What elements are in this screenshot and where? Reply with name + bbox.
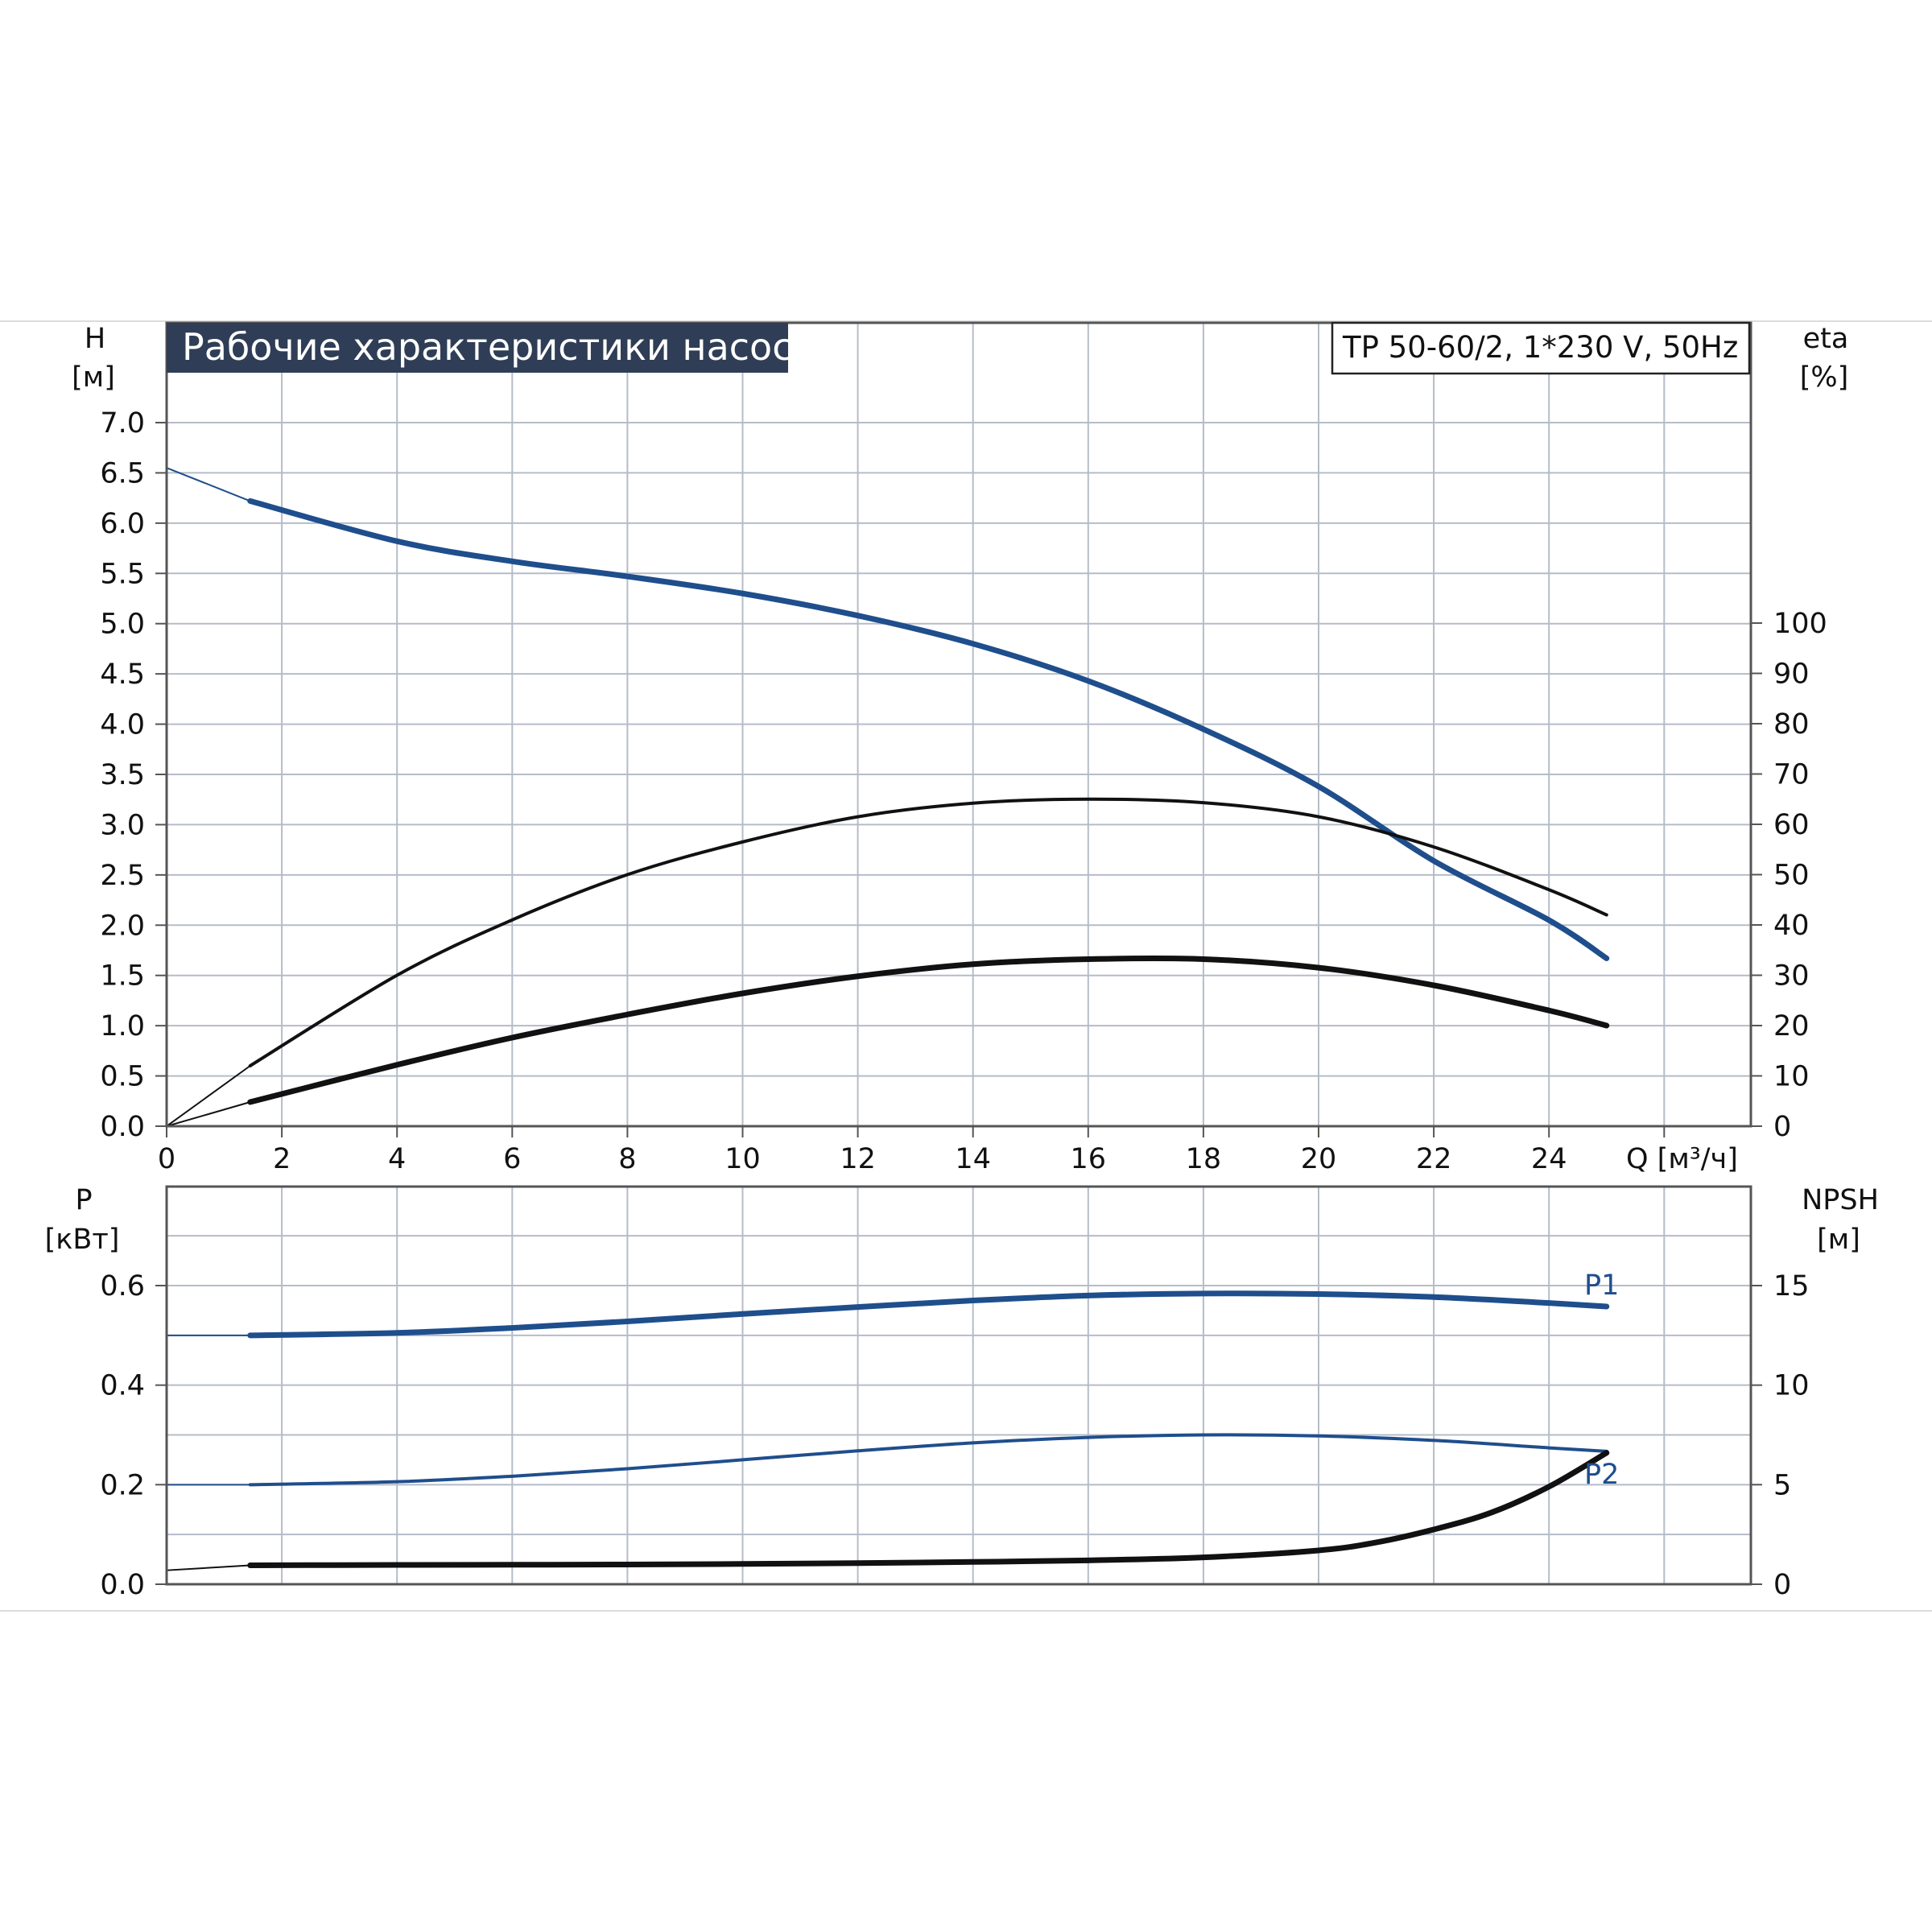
model-label: TP 50-60/2, 1*230 V, 50Hz bbox=[1342, 330, 1738, 365]
h-tick-label: 6.0 bbox=[100, 508, 145, 540]
upper-curve-4 bbox=[166, 1101, 251, 1127]
upper-curve-5 bbox=[247, 955, 1610, 1105]
model-box bbox=[1331, 321, 1751, 375]
q-tick-label: 2 bbox=[273, 1143, 291, 1175]
h-tick-label: 6.5 bbox=[100, 457, 145, 489]
q-tick-label: 14 bbox=[955, 1143, 991, 1175]
h-axis-unit: [м] bbox=[72, 361, 115, 394]
h-tick-label: 0.0 bbox=[100, 1111, 145, 1143]
q-tick-label: 22 bbox=[1416, 1143, 1452, 1175]
npsh-tick-label: 5 bbox=[1773, 1469, 1791, 1501]
h-tick-label: 2.5 bbox=[100, 860, 145, 892]
upper-curve-3 bbox=[248, 797, 1608, 1067]
h-tick-label: 7.0 bbox=[100, 407, 145, 440]
q-tick-label: 24 bbox=[1531, 1143, 1567, 1175]
q-tick-label: 12 bbox=[840, 1143, 876, 1175]
q-tick-label: 0 bbox=[158, 1143, 175, 1175]
h-tick-label: 5.5 bbox=[100, 558, 145, 590]
p-axis-ticks: 0.0 0.2 0.4 0.6 bbox=[100, 1270, 167, 1601]
eta-tick-label: 60 bbox=[1773, 809, 1810, 841]
p1-curve-label: P1 bbox=[1584, 1269, 1619, 1302]
q-tick-label: 6 bbox=[503, 1143, 521, 1175]
h-tick-label: 4.5 bbox=[100, 658, 145, 691]
lower-curve-0 bbox=[247, 1290, 1610, 1339]
q-axis-label: Q [м³/ч] bbox=[1626, 1143, 1738, 1175]
p-axis-symbol: P bbox=[75, 1184, 92, 1216]
eta-tick-label: 0 bbox=[1773, 1111, 1791, 1143]
lower-curve-1 bbox=[248, 1433, 1608, 1487]
npsh-axis-ticks: 0 5 10 15 bbox=[1751, 1270, 1810, 1601]
eta-tick-label: 20 bbox=[1773, 1010, 1810, 1042]
h-tick-label: 5.0 bbox=[100, 609, 145, 641]
q-axis-ticks: 0 2 4 6 8 10 12 14 16 18 20 22 24 bbox=[158, 1126, 1666, 1175]
p-tick-label: 0.6 bbox=[100, 1270, 145, 1302]
title-banner bbox=[167, 323, 788, 373]
eta-axis-ticks: 0 10 20 30 40 50 60 70 80 90 100 bbox=[1751, 608, 1827, 1143]
eta-tick-label: 50 bbox=[1773, 860, 1810, 892]
npsh-axis-unit: [м] bbox=[1817, 1224, 1860, 1256]
p2-curve-label: P2 bbox=[1584, 1459, 1619, 1491]
h-tick-label: 0.5 bbox=[100, 1061, 145, 1093]
eta-tick-label: 70 bbox=[1773, 759, 1810, 791]
upper-grid bbox=[167, 323, 1751, 1127]
eta-tick-label: 90 bbox=[1773, 658, 1810, 691]
h-axis-symbol: H bbox=[85, 323, 105, 355]
h-axis-ticks: 0.0 0.5 1.0 1.5 2.0 2.5 3.0 3.5 4.0 4.5 5.0 5.5 6.0 6… bbox=[100, 407, 167, 1143]
p-axis-unit: [кВт] bbox=[45, 1224, 120, 1256]
lower-curve-3 bbox=[247, 1450, 1610, 1568]
q-tick-label: 4 bbox=[388, 1143, 406, 1175]
q-tick-label: 18 bbox=[1186, 1143, 1222, 1175]
q-tick-label: 8 bbox=[618, 1143, 636, 1175]
p-tick-label: 0.2 bbox=[100, 1469, 145, 1501]
eta-axis-symbol: eta bbox=[1803, 323, 1849, 355]
npsh-axis-symbol: NPSH bbox=[1802, 1184, 1879, 1216]
p-tick-label: 0.4 bbox=[100, 1370, 145, 1402]
upper-curve-2 bbox=[166, 1065, 251, 1127]
npsh-tick-label: 0 bbox=[1773, 1569, 1791, 1601]
eta-tick-label: 10 bbox=[1773, 1061, 1810, 1093]
eta-tick-label: 100 bbox=[1773, 608, 1827, 640]
h-tick-label: 1.5 bbox=[100, 960, 145, 993]
upper-curve-0 bbox=[166, 467, 251, 502]
lower-grid bbox=[167, 1187, 1751, 1585]
q-tick-label: 20 bbox=[1301, 1143, 1337, 1175]
eta-tick-label: 80 bbox=[1773, 708, 1810, 741]
q-tick-label: 10 bbox=[724, 1143, 761, 1175]
p-tick-label: 0.0 bbox=[100, 1569, 145, 1601]
lower-curve-2 bbox=[166, 1564, 251, 1571]
upper-curve-1 bbox=[247, 497, 1610, 961]
eta-axis-unit: [%] bbox=[1800, 361, 1849, 394]
h-tick-label: 3.5 bbox=[100, 759, 145, 791]
h-tick-label: 4.0 bbox=[100, 709, 145, 741]
chart-title: Рабочие характеристики насоса bbox=[182, 325, 815, 369]
eta-tick-label: 40 bbox=[1773, 910, 1810, 942]
eta-tick-label: 30 bbox=[1773, 960, 1810, 993]
npsh-tick-label: 10 bbox=[1773, 1370, 1810, 1402]
npsh-tick-label: 15 bbox=[1773, 1270, 1810, 1302]
h-tick-label: 3.0 bbox=[100, 809, 145, 841]
h-tick-label: 2.0 bbox=[100, 910, 145, 942]
upper-curves bbox=[166, 467, 1610, 1127]
lower-curves bbox=[166, 1290, 1610, 1571]
q-tick-label: 16 bbox=[1071, 1143, 1107, 1175]
h-tick-label: 1.0 bbox=[100, 1010, 145, 1042]
